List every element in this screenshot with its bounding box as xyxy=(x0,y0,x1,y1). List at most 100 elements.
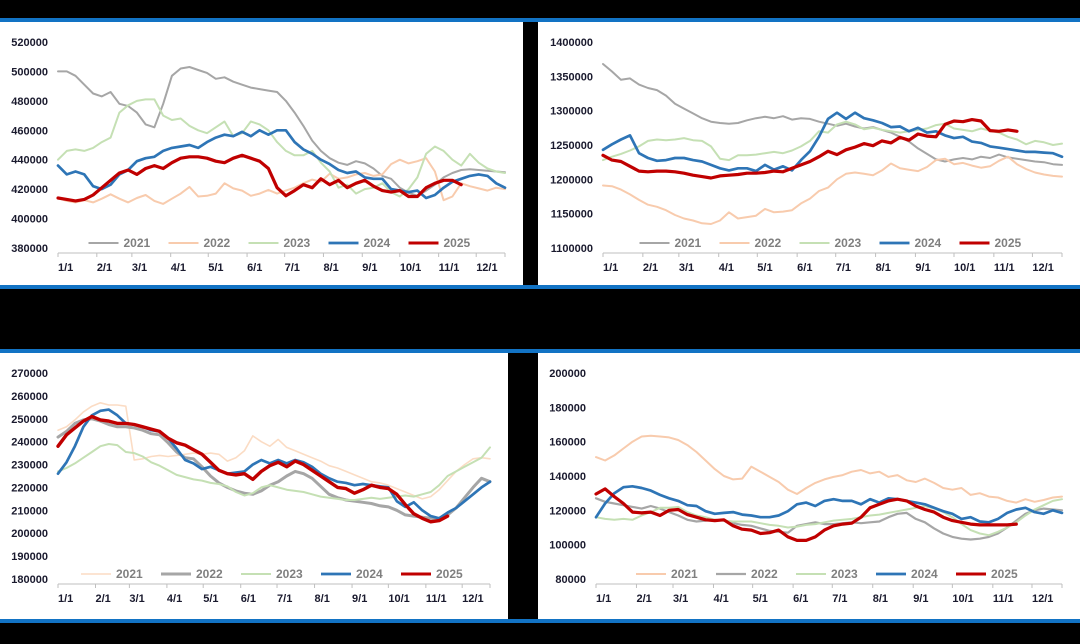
x-axis-label: 12/1 xyxy=(462,593,483,605)
x-axis-label: 2/1 xyxy=(97,262,112,274)
x-axis-label: 9/1 xyxy=(352,593,367,605)
legend-item-2023: 2023 xyxy=(241,567,303,581)
x-axis-label: 4/1 xyxy=(719,262,734,274)
x-axis-label: 11/1 xyxy=(439,262,460,274)
chart-panel-top-right: 1400000 1350000 1300000 1250000 1200000 11500… xyxy=(538,22,1080,285)
chart-panel-top-left: 520000 500000 480000 460000 440000 420000 4000… xyxy=(0,22,523,285)
y-axis-label: 80000 xyxy=(555,574,586,586)
x-axis-label: 3/1 xyxy=(129,593,144,605)
series-line-2024 xyxy=(594,484,1064,524)
series-line-2023 xyxy=(595,498,1063,537)
y-axis-label: 420000 xyxy=(11,184,48,196)
line-chart-bottom-left: 270000 260000 250000 240000 230000 220000 2100… xyxy=(0,353,508,619)
legend-label: 2024 xyxy=(915,236,942,250)
legend-item-2025: 2025 xyxy=(401,567,463,581)
legend-item-2021: 2021 xyxy=(639,236,702,250)
y-axis-label: 200000 xyxy=(549,368,586,380)
legend-label: 2025 xyxy=(436,567,463,581)
legend-item-2024: 2024 xyxy=(328,236,391,250)
cropped-title-fragment xyxy=(6,344,186,349)
x-axis-label: 5/1 xyxy=(753,593,768,605)
chart-svg-bottom-left: 270000 260000 250000 240000 230000 220000 2100… xyxy=(11,368,492,605)
x-axis-label: 7/1 xyxy=(836,262,851,274)
series-line-2023 xyxy=(602,120,1063,162)
x-axis-label: 11/1 xyxy=(993,593,1014,605)
x-axis-label: 1/1 xyxy=(603,262,618,274)
y-axis-label: 160000 xyxy=(549,437,586,449)
x-axis-label: 4/1 xyxy=(167,593,182,605)
x-axis-label: 6/1 xyxy=(247,262,262,274)
x-axis-label: 2/1 xyxy=(643,262,658,274)
legend-label: 2021 xyxy=(124,236,151,250)
series-line-2023 xyxy=(57,443,491,501)
legend-label: 2022 xyxy=(204,236,231,250)
x-axis-label: 11/1 xyxy=(994,262,1015,274)
y-axis-label: 200000 xyxy=(11,528,48,540)
legend-item-2021: 2021 xyxy=(88,236,151,250)
cropped-title-fragment xyxy=(6,13,186,18)
x-axis-label: 1/1 xyxy=(596,593,611,605)
legend-item-2025: 2025 xyxy=(408,236,471,250)
series-line-2024 xyxy=(56,128,507,200)
chart-svg-top-left: 520000 500000 480000 460000 440000 420000 4000… xyxy=(11,37,507,274)
legend-item-2021: 2021 xyxy=(636,567,698,581)
x-axis-label: 9/1 xyxy=(915,262,930,274)
legend-label: 2024 xyxy=(356,567,383,581)
legend-label: 2021 xyxy=(116,567,143,581)
panel-divider-top xyxy=(0,18,1080,22)
legend-label: 2023 xyxy=(835,236,862,250)
x-axis-label: 9/1 xyxy=(913,593,928,605)
series-line-2025 xyxy=(594,487,1018,542)
y-axis-label: 1250000 xyxy=(550,140,593,152)
line-chart-top-left: 520000 500000 480000 460000 440000 420000 4000… xyxy=(0,22,523,285)
legend-label: 2021 xyxy=(675,236,702,250)
cropped-title-fragment xyxy=(556,13,746,18)
x-axis-label: 4/1 xyxy=(171,262,186,274)
legend-label: 2022 xyxy=(196,567,223,581)
series-line-2022 xyxy=(594,497,1064,541)
legend-item-2024: 2024 xyxy=(321,567,383,581)
x-axis-label: 10/1 xyxy=(400,262,421,274)
legend-label: 2025 xyxy=(991,567,1018,581)
x-axis-label: 12/1 xyxy=(476,262,497,274)
series-line-2021 xyxy=(602,63,1063,166)
x-axis-label: 4/1 xyxy=(713,593,728,605)
x-axis-label: 9/1 xyxy=(362,262,377,274)
x-axis-label: 8/1 xyxy=(876,262,891,274)
series-line-2021 xyxy=(57,66,506,197)
legend-item-2023: 2023 xyxy=(796,567,858,581)
legend-item-2021: 2021 xyxy=(81,567,143,581)
x-axis-label: 10/1 xyxy=(952,593,973,605)
legend-item-2023: 2023 xyxy=(799,236,862,250)
legend-item-2022: 2022 xyxy=(161,567,223,581)
y-axis-label: 190000 xyxy=(11,551,48,563)
chart-svg-bottom-right: 200000 180000 160000 140000 120000 100000 8000… xyxy=(549,368,1064,605)
x-axis-label: 2/1 xyxy=(96,593,111,605)
legend-item-2024: 2024 xyxy=(876,567,938,581)
chart-svg-top-right: 1400000 1350000 1300000 1250000 1200000 11500… xyxy=(550,37,1064,274)
legend-label: 2024 xyxy=(911,567,938,581)
y-axis-label: 140000 xyxy=(549,471,586,483)
legend-label: 2025 xyxy=(995,236,1022,250)
y-axis-label: 250000 xyxy=(11,414,48,426)
legend-item-2025: 2025 xyxy=(959,236,1022,250)
x-axis-label: 7/1 xyxy=(285,262,300,274)
y-axis-label: 240000 xyxy=(11,437,48,449)
x-axis-label: 8/1 xyxy=(315,593,330,605)
y-axis-label: 440000 xyxy=(11,155,48,167)
series-line-2022 xyxy=(602,155,1063,225)
y-axis-label: 1350000 xyxy=(550,71,593,83)
series-line-2025 xyxy=(56,414,450,524)
x-axis-label: 10/1 xyxy=(954,262,975,274)
legend-item-2023: 2023 xyxy=(248,236,311,250)
y-axis-label: 260000 xyxy=(11,391,48,403)
series-line-2025 xyxy=(601,117,1019,180)
y-axis-label: 1200000 xyxy=(550,174,593,186)
panel-divider-mid-upper xyxy=(0,285,1080,289)
y-axis-label: 120000 xyxy=(549,505,586,517)
y-axis-label: 100000 xyxy=(549,540,586,552)
x-axis-label: 8/1 xyxy=(873,593,888,605)
x-axis-label: 6/1 xyxy=(797,262,812,274)
x-axis-label: 3/1 xyxy=(673,593,688,605)
